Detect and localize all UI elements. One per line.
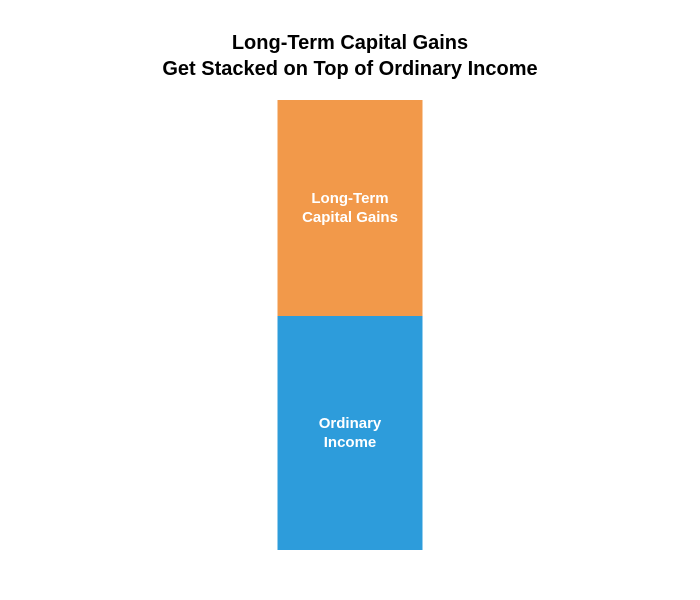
chart-title-line1: Long-Term Capital Gains xyxy=(0,30,700,56)
stacked-bar-chart: Long-TermCapital Gains OrdinaryIncome xyxy=(278,100,423,550)
chart-title-line2: Get Stacked on Top of Ordinary Income xyxy=(0,56,700,82)
segment-ltcg: Long-TermCapital Gains xyxy=(278,100,423,316)
segment-ordinary: OrdinaryIncome xyxy=(278,316,423,550)
segment-label-ltcg: Long-TermCapital Gains xyxy=(302,189,398,228)
segment-label-ordinary: OrdinaryIncome xyxy=(319,414,382,453)
chart-title: Long-Term Capital Gains Get Stacked on T… xyxy=(0,30,700,82)
